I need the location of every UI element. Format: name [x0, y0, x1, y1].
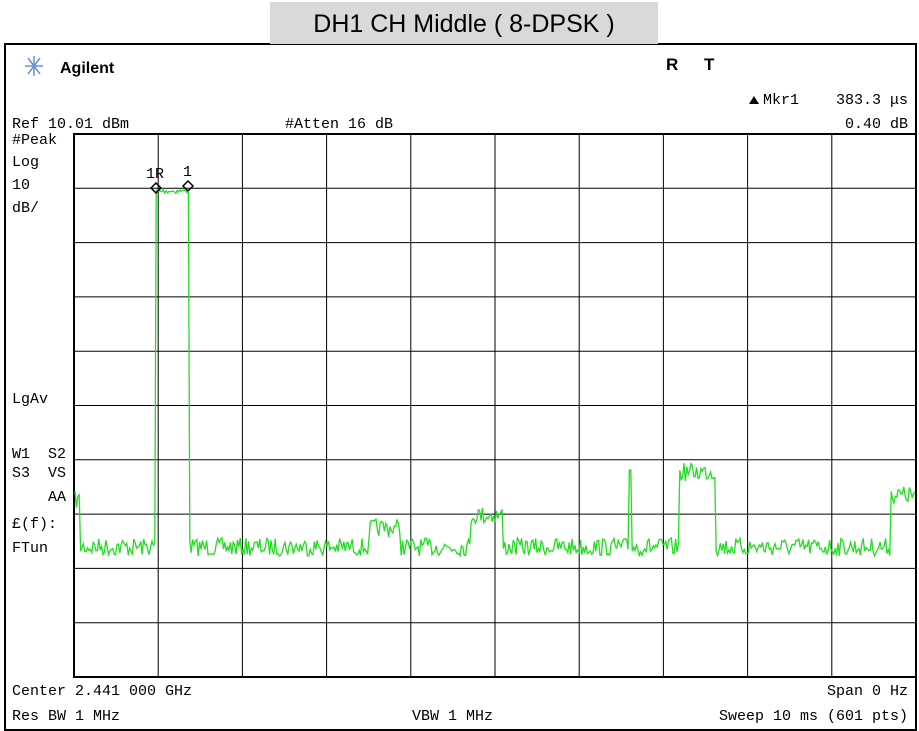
side-label: 10 [12, 177, 30, 194]
center-freq: Center 2.441 000 GHz [12, 683, 192, 700]
side-label: AA [48, 489, 66, 506]
side-labels: #Peak Log 10 dB/LgAv W1 S2 S3 VS AA £(f): FTun [12, 132, 66, 557]
brand: Agilent [60, 60, 115, 77]
agilent-logo [25, 56, 43, 76]
rbw: Res BW 1 MHz [12, 708, 120, 725]
marker-label: 1R [146, 166, 164, 183]
side-label: dB/ [12, 200, 39, 217]
side-label: LgAv [12, 391, 48, 408]
marker-time: 383.3 μs [836, 92, 908, 109]
trace [74, 188, 916, 558]
grid [74, 134, 916, 677]
flag: R [666, 55, 678, 74]
title-box [270, 2, 658, 44]
delta-icon [749, 96, 759, 104]
marker-level: 0.40 dB [845, 116, 908, 133]
side-label: S3 VS [12, 465, 66, 482]
sweep: Sweep 10 ms (601 pts) [719, 708, 908, 725]
flag: T [704, 55, 715, 74]
span: Span 0 Hz [827, 683, 908, 700]
frame [4, 43, 917, 731]
side-label: £(f): [12, 516, 57, 533]
attenuation: #Atten 16 dB [285, 116, 393, 133]
side-label: W1 S2 [12, 446, 66, 463]
trace-markers [149, 179, 195, 195]
plot-border [73, 133, 917, 678]
side-label: Log [12, 154, 39, 171]
side-label: #Peak [12, 132, 57, 149]
marker-name: Mkr1 [763, 92, 799, 109]
ref-level: Ref 10.01 dBm [12, 116, 129, 133]
vbw: VBW 1 MHz [412, 708, 493, 725]
side-label: FTun [12, 540, 48, 557]
marker-label: 1 [183, 164, 192, 181]
title: DH1 CH Middle ( 8-DPSK ) [313, 10, 614, 38]
